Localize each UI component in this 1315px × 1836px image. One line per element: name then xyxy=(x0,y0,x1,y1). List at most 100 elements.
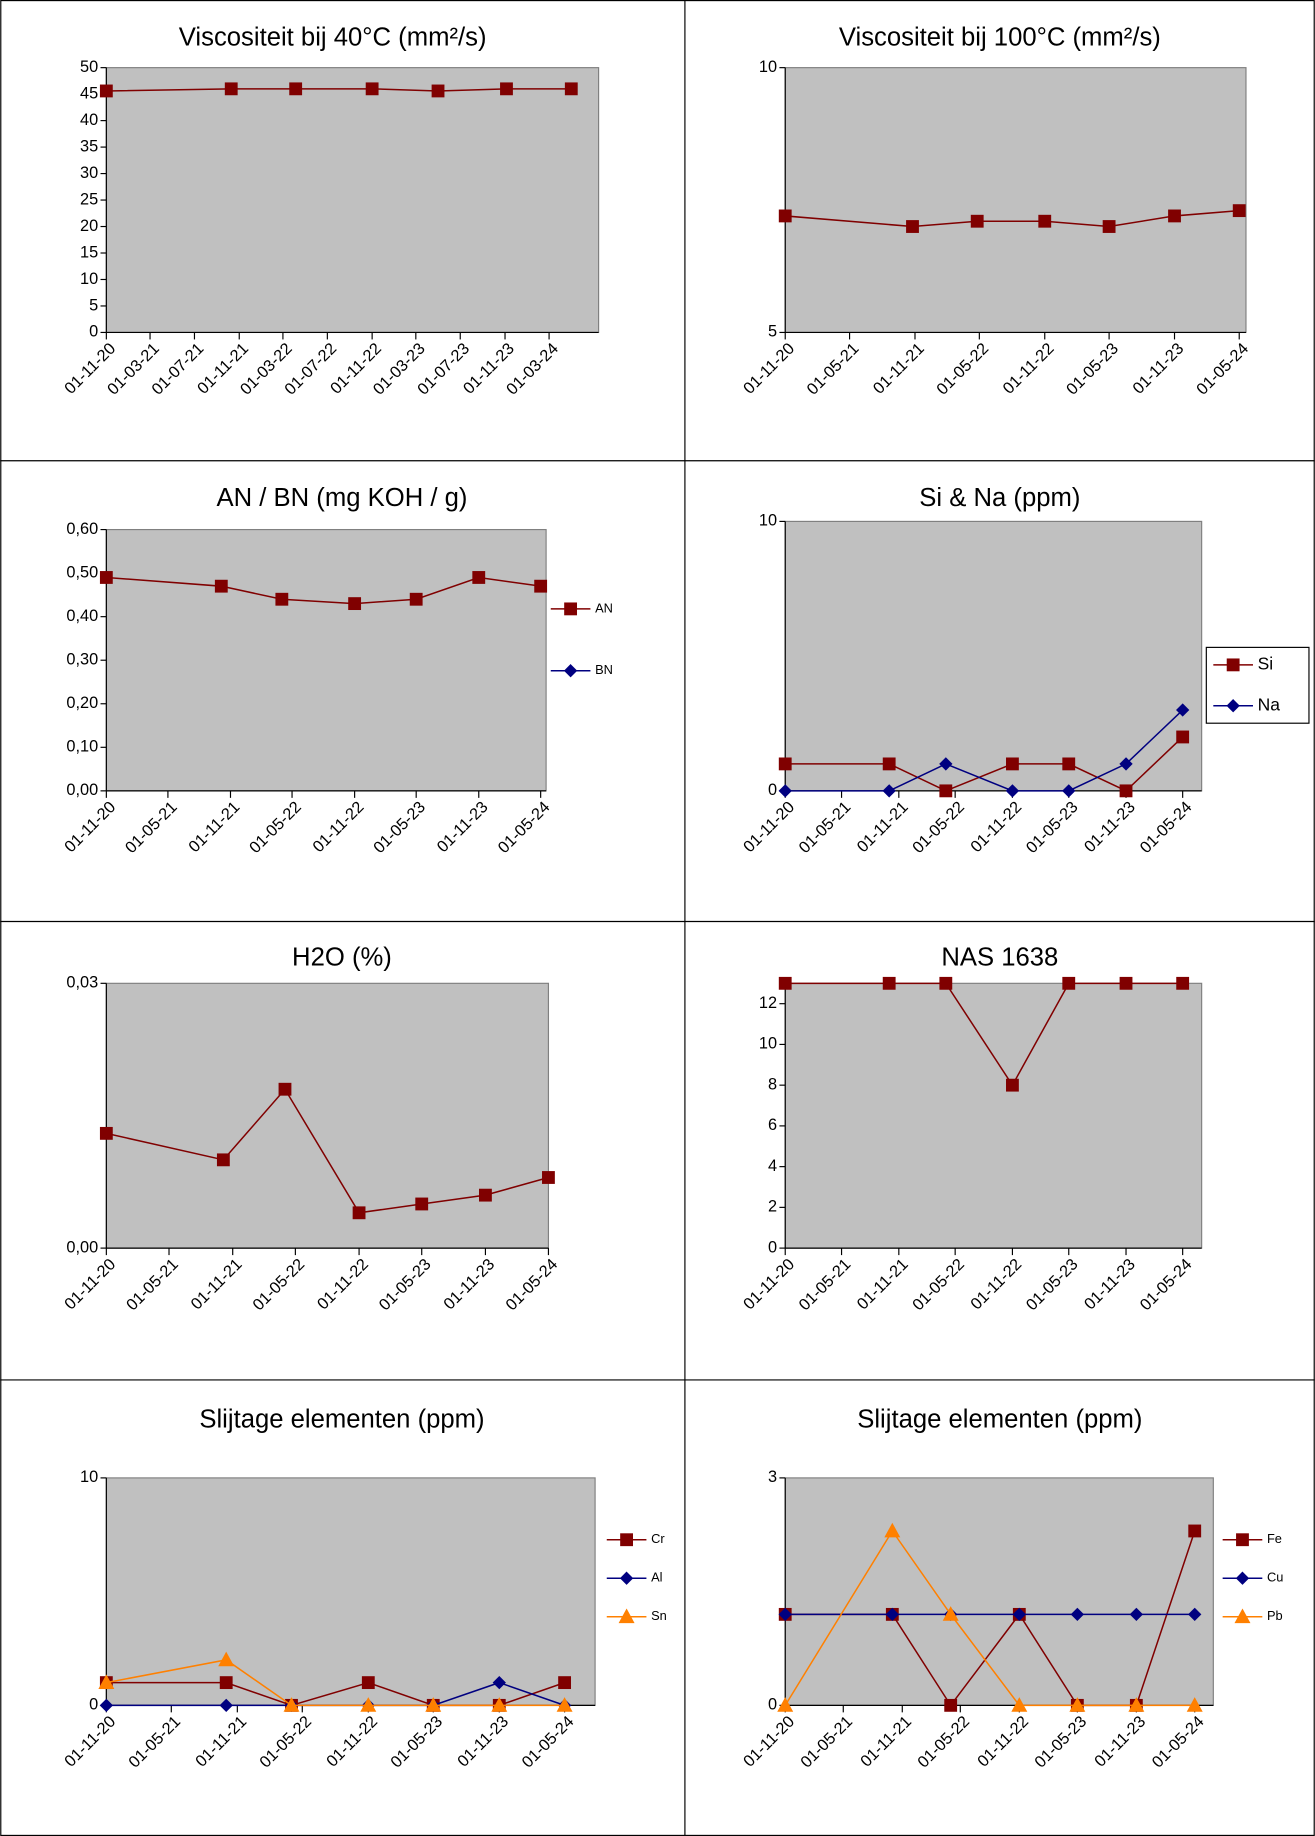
y-tick-label: 0 xyxy=(89,1696,98,1714)
legend-marker xyxy=(618,1608,635,1624)
marker xyxy=(1070,1607,1085,1622)
chart-title: AN / BN (mg KOH / g) xyxy=(217,484,468,512)
legend-marker xyxy=(1236,1533,1249,1547)
marker xyxy=(1006,1078,1019,1092)
legend-label: Na xyxy=(1258,694,1281,714)
y-tick-label: 0 xyxy=(768,1238,777,1256)
legend-box xyxy=(1205,646,1310,724)
y-tick-label: 8 xyxy=(768,1075,777,1093)
marker xyxy=(1186,1697,1203,1712)
marker xyxy=(777,1697,794,1712)
marker xyxy=(1188,1607,1202,1622)
marker xyxy=(1129,1607,1144,1622)
marker xyxy=(289,82,303,96)
y-tick-label: 0,00 xyxy=(66,781,98,799)
marker xyxy=(1232,204,1246,218)
chart-title: Slijtage elementen (ppm) xyxy=(199,1406,484,1434)
marker xyxy=(99,84,113,98)
y-tick-label: 2 xyxy=(768,1198,777,1216)
marker xyxy=(942,1606,959,1621)
legend-label: Cr xyxy=(651,1531,665,1546)
marker xyxy=(492,1675,506,1690)
y-tick-label: 10 xyxy=(80,1468,98,1486)
marker xyxy=(360,1697,377,1712)
y-tick-label: 30 xyxy=(80,164,98,182)
marker xyxy=(1176,703,1190,717)
y-tick-label: 4 xyxy=(768,1157,777,1175)
chart-title: NAS 1638 xyxy=(941,944,1058,972)
marker xyxy=(415,1197,429,1211)
y-tick-label: 0,00 xyxy=(66,1238,98,1256)
marker xyxy=(278,1082,292,1096)
marker xyxy=(1069,1697,1086,1712)
marker xyxy=(216,1153,230,1167)
marker xyxy=(1012,1607,1026,1622)
marker xyxy=(558,1676,572,1690)
chart-title: Viscositeit bij 40°C (mm²/s) xyxy=(179,23,487,51)
marker xyxy=(425,1697,442,1712)
y-tick-label: 5 xyxy=(768,323,777,341)
y-tick-label: 6 xyxy=(768,1116,777,1134)
legend-label: Pb xyxy=(1267,1608,1283,1623)
legend-label: Sn xyxy=(651,1608,667,1623)
marker xyxy=(1011,1697,1028,1712)
plot-area xyxy=(784,1477,1214,1706)
marker xyxy=(939,976,953,990)
legend-marker xyxy=(1226,658,1240,672)
marker xyxy=(99,571,113,584)
marker xyxy=(348,597,362,611)
plot-area xyxy=(784,520,1203,792)
legend-label: BN xyxy=(595,662,613,677)
legend-label: Al xyxy=(651,1570,662,1585)
y-tick-label: 20 xyxy=(80,217,98,235)
marker xyxy=(283,1697,300,1712)
plot-area xyxy=(784,67,1247,334)
legend-marker xyxy=(1234,1608,1251,1624)
y-tick-label: 40 xyxy=(80,111,98,129)
legend-marker xyxy=(1226,699,1240,713)
marker xyxy=(352,1206,366,1220)
marker xyxy=(1176,730,1190,744)
marker xyxy=(218,1651,235,1667)
y-tick-label: 25 xyxy=(80,190,98,208)
legend-marker xyxy=(563,664,578,678)
y-tick-label: 12 xyxy=(759,994,777,1012)
marker xyxy=(1005,784,1020,798)
marker xyxy=(99,1698,114,1713)
legend-marker xyxy=(619,1571,634,1585)
marker xyxy=(1119,757,1133,771)
marker xyxy=(479,1188,492,1202)
y-tick-label: 0 xyxy=(768,781,777,799)
marker xyxy=(939,757,953,771)
y-tick-label: 10 xyxy=(759,58,777,76)
marker xyxy=(1038,214,1052,228)
y-tick-label: 0,20 xyxy=(66,694,98,712)
marker xyxy=(409,592,423,606)
y-tick-label: 0,03 xyxy=(66,974,98,992)
marker xyxy=(778,757,792,771)
marker xyxy=(365,82,379,96)
plot-area xyxy=(105,982,550,1249)
marker xyxy=(1119,784,1133,798)
marker xyxy=(1102,220,1116,233)
marker xyxy=(275,592,289,606)
marker xyxy=(882,757,896,771)
y-tick-label: 10 xyxy=(80,270,98,288)
marker xyxy=(472,571,486,584)
y-tick-label: 0 xyxy=(89,323,98,341)
legend-marker xyxy=(564,602,578,616)
marker xyxy=(1168,209,1181,223)
y-tick-label: 0,60 xyxy=(66,520,98,538)
marker xyxy=(885,1607,899,1622)
y-tick-label: 35 xyxy=(80,137,98,155)
marker xyxy=(778,209,792,223)
marker xyxy=(884,1522,901,1538)
marker xyxy=(1188,1524,1202,1538)
legend-label: Fe xyxy=(1267,1531,1282,1546)
chart-title: Viscositeit bij 100°C (mm²/s) xyxy=(839,23,1161,51)
marker xyxy=(1062,784,1076,798)
marker xyxy=(778,976,792,990)
plot-area xyxy=(105,67,600,334)
marker xyxy=(98,1674,115,1690)
